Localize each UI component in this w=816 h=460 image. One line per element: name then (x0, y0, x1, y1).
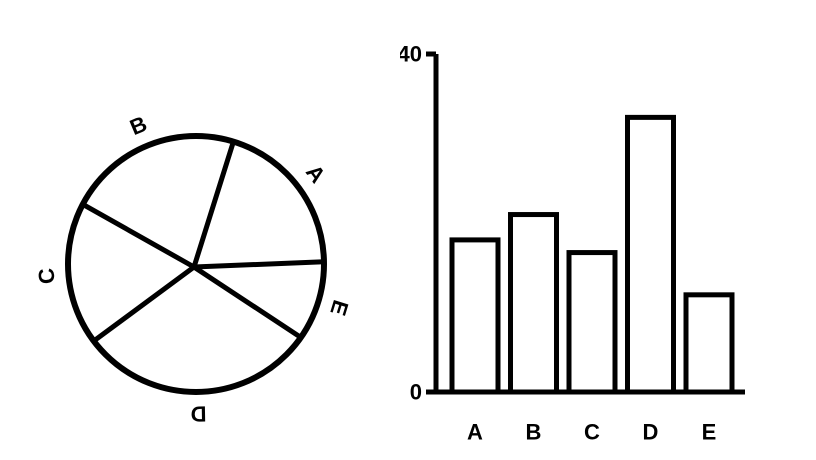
bar-b (508, 212, 559, 395)
x-tick-label-c: C (584, 420, 600, 445)
pie-slice-boundary-c (80, 201, 197, 270)
pie-slice-boundary-b (191, 139, 236, 270)
x-tick-label-b: B (526, 420, 542, 445)
pie-slice-boundary-e (191, 264, 304, 340)
pie-chart: A B C D E (33, 111, 353, 427)
bar-c (566, 250, 618, 395)
pie-slice-boundary-a (191, 259, 327, 270)
x-tick-label-d: D (643, 420, 659, 445)
bar-e (683, 292, 735, 395)
pie-slice-boundary-d (91, 264, 197, 344)
pie-label-c: C (33, 267, 59, 285)
y-tick-label-40: 40 (400, 42, 422, 67)
pie-label-a: A (301, 160, 331, 188)
x-tick-label-e: E (702, 420, 717, 445)
bar-chart: 0 40 A B C D E (400, 42, 745, 445)
x-tick-label-a: A (467, 420, 483, 445)
pie-label-b: B (126, 111, 150, 140)
bar-a (449, 237, 501, 395)
pie-label-e: E (325, 297, 353, 318)
y-tick-label-0: 0 (410, 380, 422, 405)
bar-d (625, 114, 676, 395)
pie-label-d: D (190, 401, 206, 426)
